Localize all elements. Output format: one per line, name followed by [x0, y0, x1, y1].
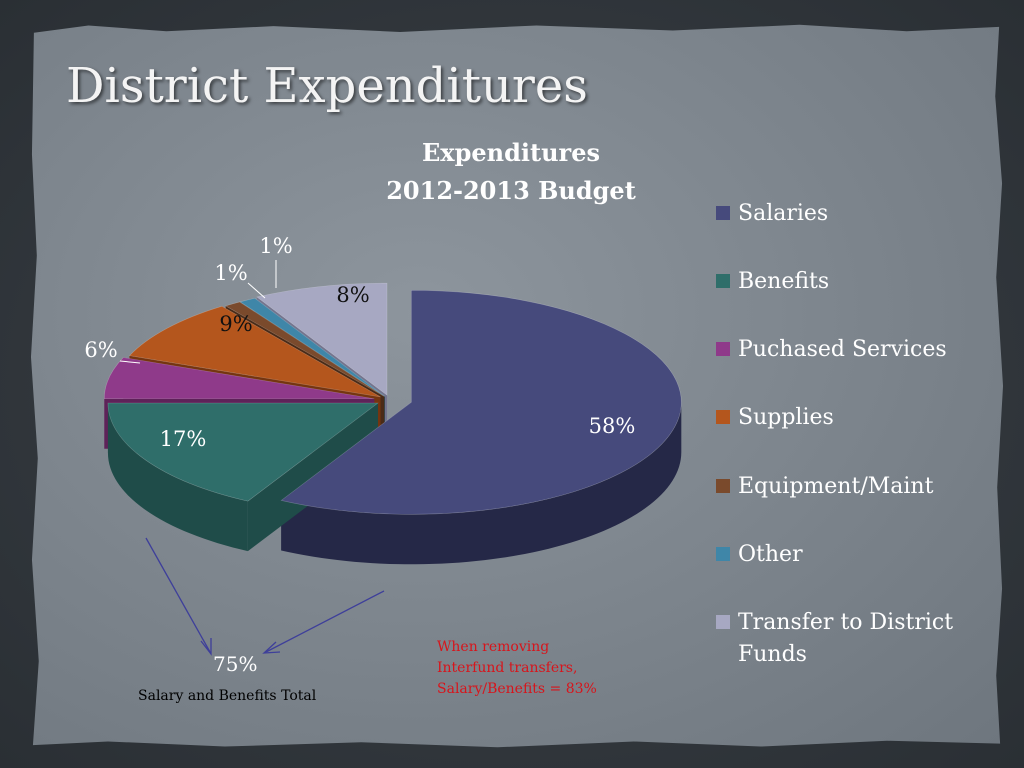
legend-swatch	[716, 206, 730, 220]
page-title: District Expenditures	[66, 58, 588, 114]
pie-slice-supplies	[128, 305, 381, 398]
legend-label: Equipment/Maint	[738, 474, 934, 499]
pie-data-labels: 58% 17% 6% 9% 1% 1% 8%	[84, 234, 635, 451]
annotation-arrows	[145, 537, 385, 656]
pie-slice-benefits	[107, 402, 379, 502]
pie-slice-side	[107, 402, 248, 552]
legend-item-salaries: Salaries	[716, 198, 973, 230]
legend-swatch	[716, 274, 730, 288]
arrow-line-right	[265, 590, 385, 653]
pie-slice-side	[281, 402, 682, 565]
data-label-benefits: 17%	[160, 427, 207, 451]
legend-item-supplies: Supplies	[716, 402, 973, 434]
data-label-transfer-to-district-funds: 8%	[336, 283, 369, 307]
pie-tops	[103, 282, 682, 515]
chart-title-line-2: 2012-2013 Budget	[386, 176, 636, 205]
data-label-puchased-services: 6%	[84, 338, 117, 362]
arrow-head-right	[262, 641, 281, 654]
legend-swatch	[716, 479, 730, 493]
leader-line	[247, 282, 266, 299]
pie-slice-transfer-to-district-funds	[256, 282, 388, 396]
pie-slice-equipment-maint	[224, 301, 385, 397]
pie-slice-puchased-services	[103, 357, 375, 400]
legend-swatch	[716, 547, 730, 561]
legend-label: Transfer to District Funds	[738, 610, 954, 667]
salary-benefits-total-label: Salary and Benefits Total	[138, 688, 317, 704]
legend-item-benefits: Benefits	[716, 266, 973, 298]
chart-title: Expenditures 2012-2013 Budget	[380, 134, 642, 210]
data-label-supplies: 9%	[219, 312, 252, 336]
arrow-head-left	[200, 638, 212, 656]
legend-swatch	[716, 410, 730, 424]
note-line: Interfund transfers,	[437, 660, 578, 676]
data-label-equipment-maint: 1%	[214, 261, 247, 285]
data-label-other: 1%	[259, 234, 292, 258]
chart-title-line-1: Expenditures	[422, 138, 600, 167]
pie-leader-lines	[119, 260, 277, 364]
legend-item-equipment-maint: Equipment/Maint	[716, 471, 973, 503]
legend-item-other: Other	[716, 539, 973, 571]
pie-slice-other	[239, 297, 386, 397]
data-label-salaries: 58%	[589, 414, 636, 438]
legend-label: Salaries	[738, 201, 829, 226]
legend-swatch	[716, 342, 730, 356]
interfund-note: When removing Interfund transfers, Salar…	[437, 637, 637, 700]
note-line: When removing	[437, 639, 550, 655]
legend-swatch	[716, 615, 730, 629]
arrow-line-left	[145, 537, 211, 653]
legend-label: Other	[738, 542, 803, 567]
legend-item-purchased-services: Puchased Services	[716, 334, 973, 366]
legend-label: Benefits	[738, 269, 830, 294]
legend-label: Puchased Services	[738, 337, 947, 362]
salary-benefits-total-percent: 75%	[213, 652, 258, 676]
leader-line	[119, 360, 141, 364]
note-line: Salary/Benefits = 83%	[437, 681, 597, 697]
legend-item-transfer: Transfer to District Funds	[716, 607, 973, 671]
pie-slice-salaries	[280, 289, 682, 515]
legend-label: Supplies	[738, 405, 834, 430]
